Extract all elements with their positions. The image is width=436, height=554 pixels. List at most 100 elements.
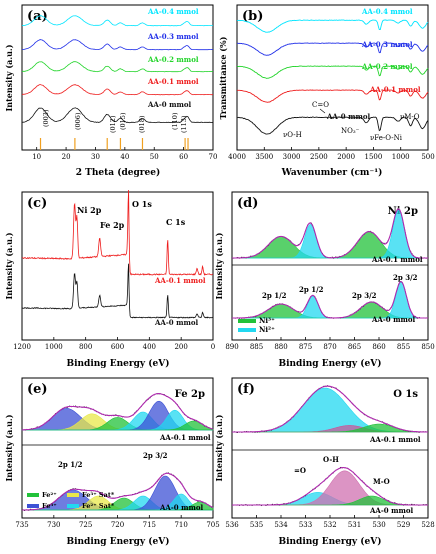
peak-110-label: (110) bbox=[171, 112, 179, 130]
panel-d-xlabel: Binding Energy (eV) bbox=[278, 358, 381, 369]
ftir-label-aa01: AA-0.1 mmol bbox=[369, 85, 421, 94]
ftir-label-aa02: AA-0.2 mmol bbox=[361, 62, 413, 71]
tick-label: 70 bbox=[209, 153, 218, 161]
survey-c1s-label: C 1s bbox=[166, 217, 186, 227]
panel-f-ylabel: Intensity (a.u.) bbox=[214, 414, 224, 481]
tick-label: 1500 bbox=[365, 153, 383, 161]
tick-label: 528 bbox=[421, 521, 434, 529]
panel-a-curves bbox=[21, 15, 214, 124]
tick-label: 890 bbox=[225, 343, 238, 351]
tick-label: 735 bbox=[15, 521, 28, 529]
panel-b-xticks: 4000 3500 3000 2500 2000 1500 1000 500 bbox=[228, 147, 435, 161]
o-co-label: =O bbox=[294, 466, 306, 475]
panel-f-xlabel: Binding Energy (eV) bbox=[278, 536, 381, 547]
fit-envelope bbox=[232, 208, 428, 259]
panel-c-frame bbox=[21, 191, 214, 341]
fe-2p32-label: 2p 3/2 bbox=[143, 451, 168, 460]
tick-label: 600 bbox=[111, 343, 124, 351]
o-oh-label: O-H bbox=[323, 455, 339, 464]
ftir-annot-fe: νFe-O-Ni bbox=[370, 134, 403, 142]
series-label-aa01: AA-0.1 mmol bbox=[147, 77, 199, 86]
fe2-sat-legend-swatch bbox=[67, 504, 79, 508]
ftir-annot-co-line bbox=[319, 108, 326, 114]
series-label-aa04: AA-0.4 mmol bbox=[147, 7, 199, 16]
ftir-annot-oh: νO-H bbox=[283, 131, 302, 139]
tick-label: 0 bbox=[211, 343, 215, 351]
panel-a-ylabel: Intensity (a.u.) bbox=[4, 44, 14, 111]
ftir-curve bbox=[237, 42, 429, 56]
tick-label: 400 bbox=[143, 343, 156, 351]
tick-label: 860 bbox=[372, 343, 385, 351]
panel-d-curves bbox=[231, 207, 429, 319]
fit-envelope bbox=[21, 393, 214, 431]
panel-a-xticks: 10 20 30 40 50 60 70 bbox=[32, 147, 217, 161]
fe2-legend-swatch bbox=[27, 493, 39, 497]
panel-a-peak-lines bbox=[39, 138, 189, 150]
survey-label-aa01: AA-0.1 mmol bbox=[154, 276, 206, 285]
tick-label: 710 bbox=[174, 521, 187, 529]
ni3-legend-swatch bbox=[238, 319, 256, 323]
tick-label: 720 bbox=[111, 521, 124, 529]
panel-d-ylabel: Intensity (a.u.) bbox=[214, 232, 224, 299]
tick-label: 500 bbox=[421, 153, 434, 161]
tick-label: 1000 bbox=[45, 343, 63, 351]
fit-envelope bbox=[232, 280, 428, 319]
ftir-curve bbox=[237, 19, 429, 33]
fit-envelope bbox=[22, 472, 214, 511]
survey-label-aa0: AA-0 mmol bbox=[154, 318, 199, 327]
ftir-annot-mo: νM-O bbox=[400, 113, 420, 121]
tick-label: 850 bbox=[421, 343, 434, 351]
tick-label: 865 bbox=[348, 343, 361, 351]
fe-sample-bottom: AA-0 mmol bbox=[159, 503, 204, 512]
panel-e-ylabel: Intensity (a.u.) bbox=[4, 414, 14, 481]
fe3-legend-swatch bbox=[27, 504, 39, 508]
ftir-label-aa03: AA-0.3 mmol bbox=[361, 40, 413, 49]
tick-label: 880 bbox=[274, 343, 287, 351]
panel-f-xticks: 536 535 534 533 532 531 530 529 528 bbox=[225, 515, 435, 529]
tick-label: 4000 bbox=[228, 153, 246, 161]
ni-sample-bottom: AA-0 mmol bbox=[371, 315, 416, 324]
panel-f-curves bbox=[231, 384, 429, 507]
panel-b-xlabel: Wavenumber (cm⁻¹) bbox=[281, 167, 383, 178]
panel-f-title: O 1s bbox=[393, 389, 418, 400]
ni-2p12-label: 2p 1/2 bbox=[299, 285, 324, 294]
tick-label: 1200 bbox=[13, 343, 31, 351]
fit-envelope bbox=[232, 467, 428, 506]
panel-e: (e) Fe 2p AA-0.1 mmol AA-0 mmol 2p 1/2 2… bbox=[4, 377, 220, 547]
fe2-sat-legend-label: Fe²⁺ Sat* bbox=[82, 502, 115, 510]
panel-a-frame bbox=[21, 4, 214, 151]
panel-d: (d) Ni 2p AA-0.1 mmol AA-0 mmol 2p 1/2 2… bbox=[214, 191, 435, 369]
panel-b: (b) AA-0.4 mmol AA-0.3 mmol AA-0.2 mmol … bbox=[218, 4, 435, 178]
panel-a: (a) (003) (006) (012) (015) (018) (110) … bbox=[4, 4, 217, 178]
tick-label: 715 bbox=[143, 521, 156, 529]
ftir-curve bbox=[236, 116, 429, 135]
tick-label: 30 bbox=[91, 153, 100, 161]
tick-label: 730 bbox=[47, 521, 60, 529]
ftir-curve bbox=[236, 65, 429, 79]
xrd-curve bbox=[21, 39, 214, 51]
panel-e-xlabel: Binding Energy (eV) bbox=[66, 536, 169, 547]
tick-label: 50 bbox=[150, 153, 159, 161]
peak-012-label: (012) bbox=[109, 115, 117, 133]
tick-label: 885 bbox=[250, 343, 263, 351]
fe3-sat-legend-swatch bbox=[67, 493, 79, 497]
tick-label: 60 bbox=[179, 153, 188, 161]
series-label-aa02: AA-0.2 mmol bbox=[147, 55, 199, 64]
panel-e-title: Fe 2p bbox=[175, 389, 205, 400]
panel-b-curves bbox=[236, 19, 429, 135]
survey-fe2p-label: Fe 2p bbox=[100, 220, 125, 230]
ni-2p32-sat-label: 2p 3/2 bbox=[352, 291, 377, 300]
panel-a-xlabel: 2 Theta (degree) bbox=[76, 167, 161, 178]
panel-c-curves bbox=[22, 189, 214, 319]
xrd-curve bbox=[21, 15, 214, 27]
tick-label: 870 bbox=[323, 343, 336, 351]
tick-label: 725 bbox=[79, 521, 92, 529]
peak-006-label: (006) bbox=[74, 112, 82, 130]
panel-c-letter: (c) bbox=[27, 196, 47, 211]
panel-c-ylabel: Intensity (a.u.) bbox=[4, 232, 14, 299]
ni3-legend-label: Ni³⁺ bbox=[259, 316, 275, 325]
tick-label: 20 bbox=[62, 153, 71, 161]
ni-sample-top: AA-0.1 mmol bbox=[371, 255, 423, 264]
raw-spectrum bbox=[231, 466, 429, 507]
